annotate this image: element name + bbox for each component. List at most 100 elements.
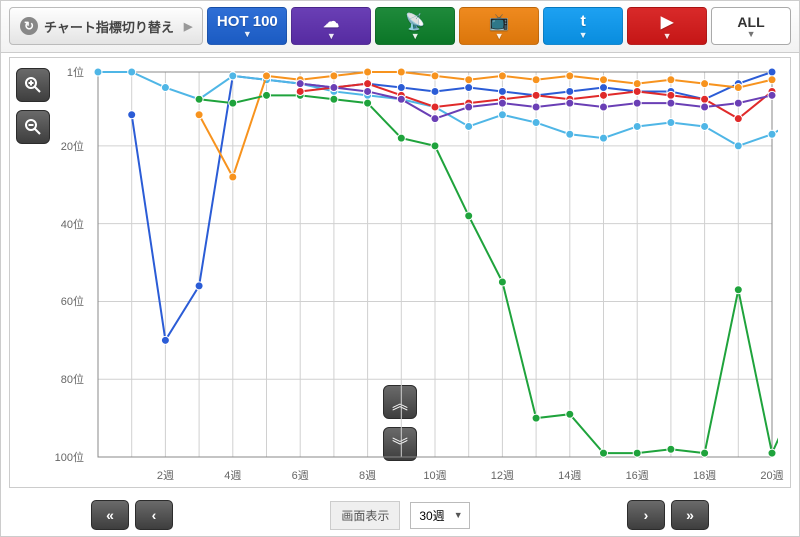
series-point-lightblue — [229, 72, 237, 80]
tab-label: 📺 — [489, 12, 509, 32]
series-point-red — [364, 80, 372, 88]
first-icon: « — [106, 507, 114, 523]
series-point-purple — [532, 103, 540, 111]
series-point-red — [296, 87, 304, 95]
chart-plot-area — [88, 66, 778, 463]
first-button[interactable]: « — [91, 500, 129, 530]
prev-icon: ‹ — [152, 507, 157, 523]
tab-label: ☁ — [323, 12, 339, 32]
series-point-green — [768, 449, 776, 457]
series-point-red — [633, 87, 641, 95]
series-point-lightblue — [600, 134, 608, 142]
series-point-red — [532, 91, 540, 99]
chevron-down-icon: ▼ — [663, 32, 672, 41]
tab-hot100[interactable]: HOT 100▼ — [207, 7, 287, 45]
series-point-red — [734, 115, 742, 123]
tab-label: 📡 — [405, 12, 425, 32]
nav-right-group: › » — [627, 500, 709, 530]
series-point-orange — [600, 76, 608, 84]
y-tick-label: 100位 — [44, 449, 84, 465]
series-point-red — [600, 91, 608, 99]
x-tick-label: 4週 — [224, 467, 241, 483]
series-point-red — [431, 103, 439, 111]
series-point-lightblue — [667, 119, 675, 127]
series-point-orange — [498, 72, 506, 80]
series-point-blue — [397, 84, 405, 92]
series-point-orange — [431, 72, 439, 80]
tab-radio[interactable]: 📡▼ — [375, 7, 455, 45]
series-point-purple — [296, 80, 304, 88]
x-tick-label: 16週 — [626, 467, 649, 483]
x-tick-label: 10週 — [423, 467, 446, 483]
tab-download[interactable]: ☁▼ — [291, 7, 371, 45]
series-point-purple — [397, 95, 405, 103]
display-label: 画面表示 — [330, 501, 400, 530]
display-controls: 画面表示 30週 — [173, 501, 627, 530]
chart-switch-label: チャート指標切り替え — [44, 17, 174, 36]
series-point-green — [498, 278, 506, 286]
series-point-orange — [633, 80, 641, 88]
zoom-in-icon — [24, 76, 42, 94]
series-line-green — [199, 95, 778, 453]
last-button[interactable]: » — [671, 500, 709, 530]
series-point-red — [701, 95, 709, 103]
chart-switch-button[interactable]: ↻ チャート指標切り替え ▶ — [9, 7, 203, 45]
series-point-orange — [364, 68, 372, 76]
series-point-orange — [734, 84, 742, 92]
tab-youtube[interactable]: ▶▼ — [627, 7, 707, 45]
series-point-green — [566, 410, 574, 418]
series-point-green — [431, 142, 439, 150]
tab-row: ↻ チャート指標切り替え ▶ HOT 100▼☁▼📡▼📺▼t▼▶▼ALL▼ — [1, 1, 799, 53]
series-point-blue — [128, 111, 136, 119]
x-tick-label: 6週 — [292, 467, 309, 483]
tab-tv[interactable]: 📺▼ — [459, 7, 539, 45]
series-point-lightblue — [128, 68, 136, 76]
chevron-down-icon: ▼ — [243, 30, 252, 39]
series-point-purple — [667, 99, 675, 107]
next-button[interactable]: › — [627, 500, 665, 530]
series-point-orange — [701, 80, 709, 88]
series-point-orange — [195, 111, 203, 119]
series-point-lightblue — [465, 122, 473, 130]
chevron-down-icon: ▼ — [411, 32, 420, 41]
y-tick-label: 60位 — [44, 293, 84, 309]
series-point-blue — [498, 87, 506, 95]
y-tick-label: 40位 — [44, 216, 84, 232]
tab-label: t — [580, 13, 585, 31]
series-point-green — [263, 91, 271, 99]
tab-twitter[interactable]: t▼ — [543, 7, 623, 45]
series-point-blue — [431, 87, 439, 95]
chevron-down-icon: ▼ — [747, 30, 756, 39]
series-point-lightblue — [498, 111, 506, 119]
series-point-green — [397, 134, 405, 142]
last-icon: » — [686, 507, 694, 523]
series-point-lightblue — [161, 84, 169, 92]
x-tick-label: 2週 — [157, 467, 174, 483]
series-point-green — [532, 414, 540, 422]
series-point-blue — [465, 84, 473, 92]
chevron-down-icon: ▼ — [579, 31, 588, 40]
series-point-green — [633, 449, 641, 457]
series-point-purple — [364, 87, 372, 95]
series-point-blue — [768, 68, 776, 76]
series-point-green — [734, 286, 742, 294]
weeks-select[interactable]: 30週 — [410, 502, 469, 529]
series-point-purple — [431, 115, 439, 123]
y-tick-label: 20位 — [44, 138, 84, 154]
series-point-blue — [566, 87, 574, 95]
series-point-purple — [633, 99, 641, 107]
series-point-purple — [498, 99, 506, 107]
series-point-green — [701, 449, 709, 457]
chart-panel: ︽ ︾ 1位20位40位60位80位100位2週4週6週8週10週12週14週1… — [9, 57, 791, 488]
series-point-orange — [465, 76, 473, 84]
series-point-blue — [195, 282, 203, 290]
series-point-blue — [600, 84, 608, 92]
tab-all[interactable]: ALL▼ — [711, 7, 791, 45]
series-point-purple — [566, 99, 574, 107]
series-point-orange — [229, 173, 237, 181]
series-point-purple — [600, 103, 608, 111]
x-tick-label: 14週 — [558, 467, 581, 483]
prev-button[interactable]: ‹ — [135, 500, 173, 530]
tab-label: HOT 100 — [217, 13, 278, 30]
bottom-controls: « ‹ 画面表示 30週 › » — [9, 500, 791, 530]
